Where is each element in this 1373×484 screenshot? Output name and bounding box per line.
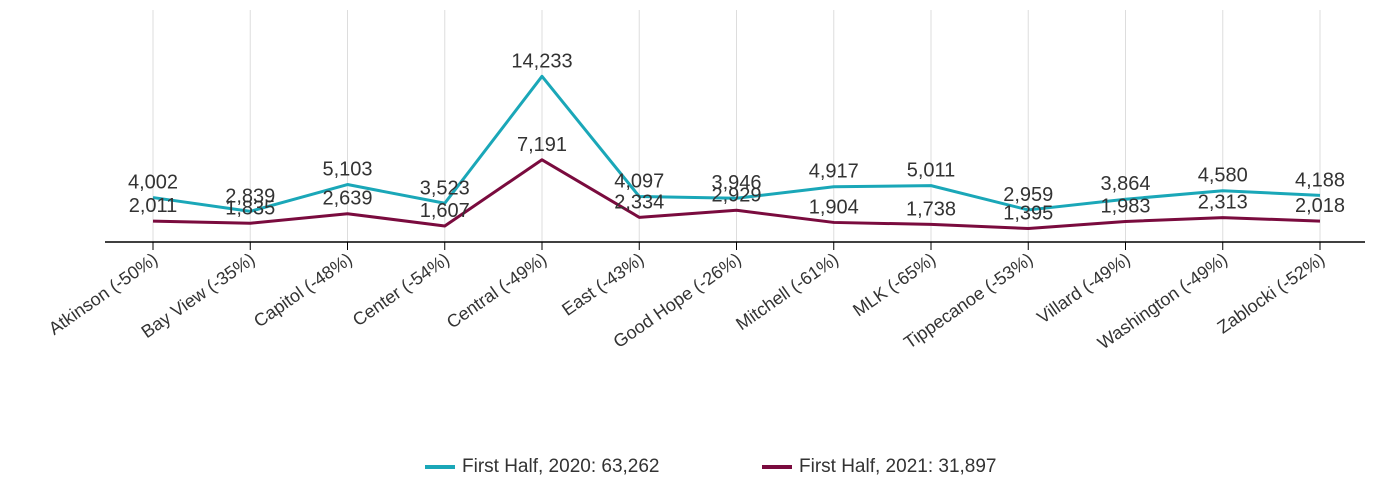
x-tick-label: Center (-54%): [349, 249, 453, 330]
x-tick-label: Zablocki (-52%): [1214, 249, 1329, 338]
data-label: 1,738: [906, 198, 956, 220]
x-tick-label: MLK (-65%): [849, 249, 939, 320]
data-label: 1,835: [225, 197, 275, 219]
data-label: 2,929: [711, 184, 761, 206]
data-label: 4,002: [128, 172, 178, 194]
data-label: 14,233: [511, 50, 572, 72]
data-label: 1,395: [1003, 202, 1053, 224]
series-line: [152, 74, 1321, 213]
data-label: 2,839: [225, 185, 275, 207]
data-label: 7,191: [517, 134, 567, 156]
x-tick-label: Capitol (-48%): [250, 249, 356, 331]
x-tick-label: Villard (-49%): [1033, 249, 1134, 328]
data-label: 3,523: [420, 177, 470, 199]
data-label: 4,097: [614, 170, 664, 192]
data-label: 2,011: [129, 195, 178, 217]
legend-label: First Half, 2021: 31,897: [799, 456, 997, 477]
data-label: 4,580: [1198, 165, 1248, 187]
data-label: 4,917: [809, 161, 859, 183]
data-label: 4,188: [1295, 169, 1345, 191]
data-label: 1,983: [1100, 196, 1150, 218]
legend-label: First Half, 2020: 63,262: [462, 456, 660, 477]
data-label: 1,607: [420, 200, 470, 222]
data-label: 2,018: [1295, 195, 1345, 217]
x-tick-label: Mitchell (-61%): [732, 249, 842, 334]
data-label: 3,864: [1100, 173, 1150, 195]
data-label: 3,946: [711, 172, 761, 194]
data-label: 2,313: [1198, 192, 1248, 214]
data-label: 1,904: [809, 196, 859, 218]
data-label: 2,959: [1003, 184, 1053, 206]
data-label: 2,334: [614, 191, 664, 213]
data-label: 2,639: [322, 188, 372, 210]
x-tick-label: East (-43%): [558, 249, 647, 320]
data-label: 5,011: [907, 160, 956, 182]
data-label: 5,103: [322, 159, 372, 181]
x-tick-label: Central (-49%): [443, 249, 550, 333]
series-line: [152, 158, 1321, 230]
